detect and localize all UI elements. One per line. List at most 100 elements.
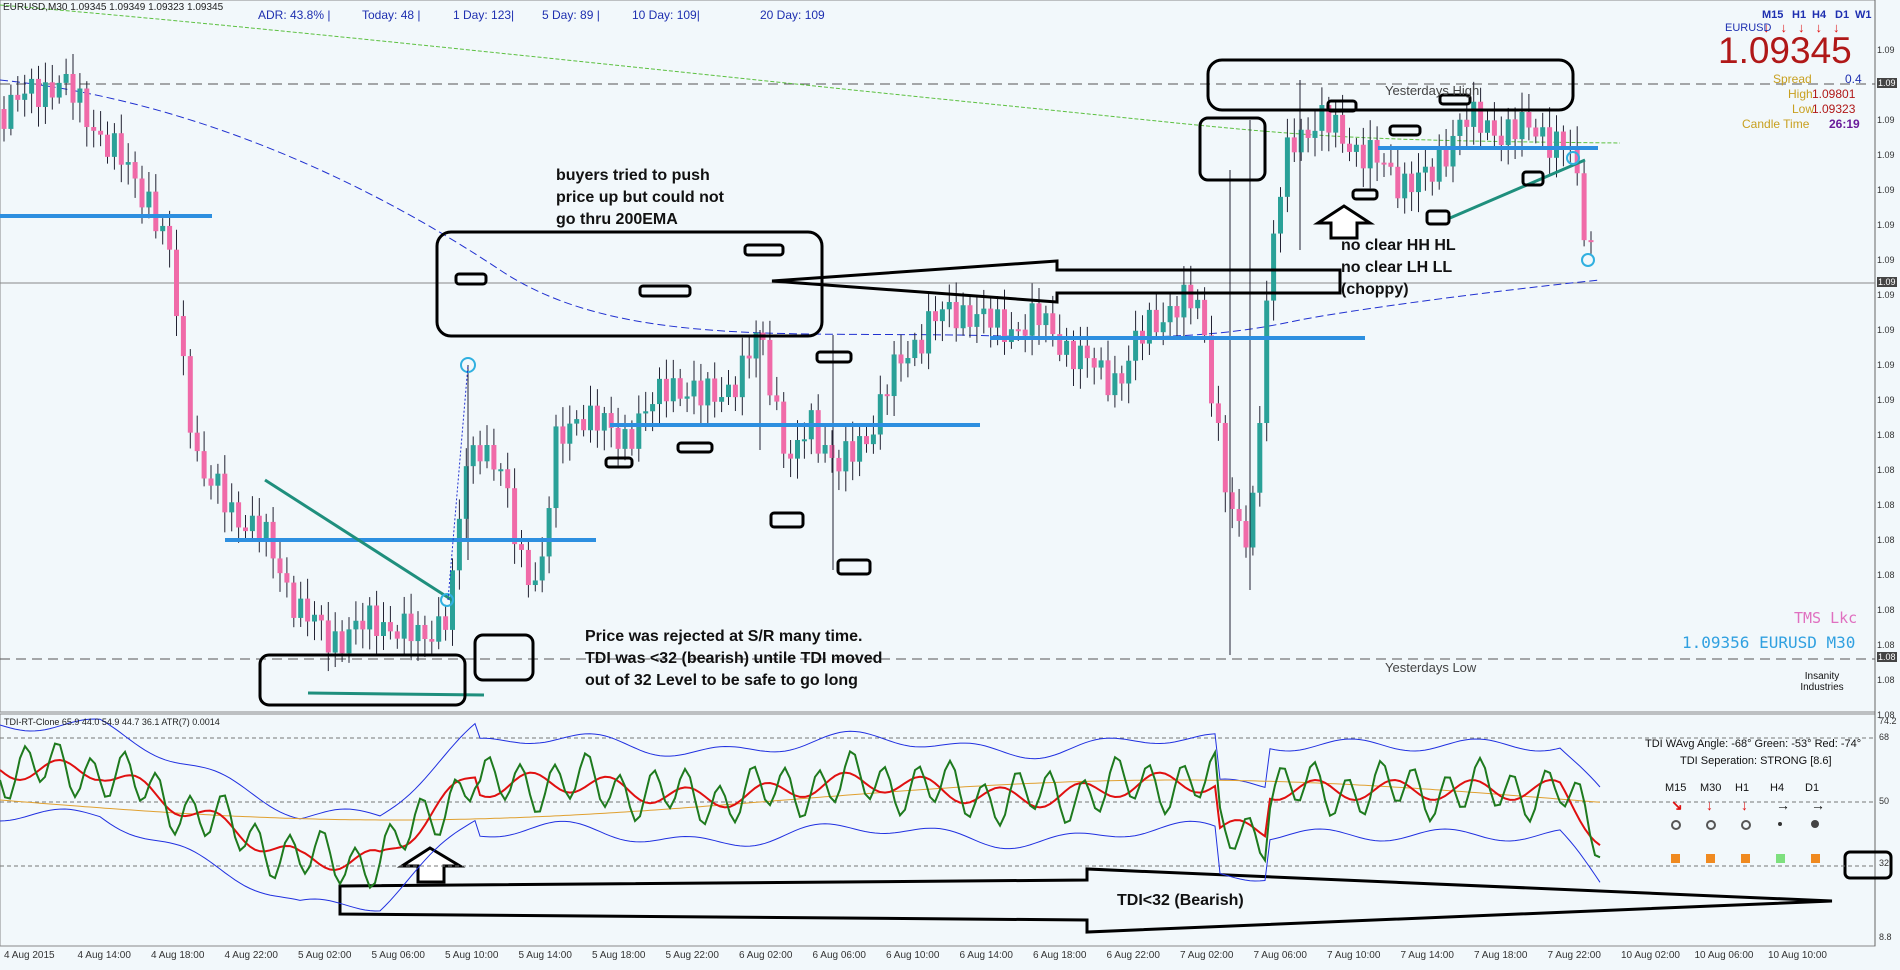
today-label: Today: 48 | [362, 8, 421, 22]
candle-body [933, 311, 938, 322]
tdi-tf-label: M30 [1700, 782, 1722, 794]
candle-body [1505, 119, 1511, 146]
price-scale-tick: 1.08 [1877, 430, 1895, 440]
time-axis-tick: 5 Aug 22:00 [665, 950, 719, 961]
tdi-area [0, 713, 1876, 947]
time-axis-tick: 4 Aug 22:00 [224, 950, 278, 961]
candle-body [505, 469, 511, 489]
candle-body [1278, 196, 1283, 234]
time-axis-tick: 7 Aug 18:00 [1474, 950, 1528, 961]
price-scale[interactable]: 1.09 1.09 1.09 1.09 1.09 1.09 1.09 1.09 1.09 1.09… [1877, 0, 1900, 720]
tdi-status-square-icon [1706, 854, 1715, 863]
signal-markers [440, 151, 1595, 607]
candle-body [1498, 135, 1504, 146]
candle-body [1243, 521, 1249, 548]
tdi-tf-label: H1 [1735, 782, 1750, 794]
candle-body [974, 314, 980, 327]
candle-body [739, 355, 745, 398]
annotation-tdi-bearish: TDI<32 (Bearish) [1117, 892, 1244, 909]
candle-body [56, 82, 62, 98]
candle-body [788, 453, 794, 459]
candle-body [795, 439, 800, 459]
price-scale-tick: 1.08 [1877, 640, 1895, 650]
candle-body [1436, 148, 1442, 182]
tdi-market-base [0, 779, 1601, 821]
tdi-status-square-icon [1776, 854, 1785, 863]
candle-body [870, 434, 876, 445]
tdi-tf-label: H4 [1770, 782, 1785, 794]
candle-body [1091, 358, 1097, 368]
candle-body [1153, 309, 1159, 333]
candle-body [1188, 284, 1194, 309]
candle-time-value: 26:19 [1829, 117, 1860, 131]
candle-body [1540, 127, 1546, 137]
time-axis-tick: 5 Aug 10:00 [445, 950, 499, 961]
candle-body [1174, 306, 1180, 318]
candle-body [829, 445, 835, 458]
candle-body [746, 355, 752, 359]
candle-body [1560, 131, 1566, 147]
candle-body [1388, 162, 1394, 167]
candle-body [215, 473, 221, 486]
candle-body [111, 133, 117, 157]
candle-body [657, 378, 662, 405]
time-axis-tick: 4 Aug 2015 [4, 950, 55, 961]
candle-body [1271, 233, 1277, 301]
annotation-rejected: Price was rejected at S/R many time. TDI… [585, 626, 882, 692]
candle-body [477, 445, 483, 462]
candle-body [1257, 423, 1263, 493]
candle-body [1443, 148, 1449, 167]
symbol-name: EURUSD [1725, 22, 1772, 34]
yesterdays-high-label: Yesterdays High [1385, 83, 1480, 98]
price-scale-tick: 1.09 [1877, 360, 1895, 370]
candle-body [84, 88, 90, 128]
candle-body [815, 410, 821, 454]
candle-body [1133, 330, 1139, 361]
candle-body [1533, 127, 1539, 137]
candle-body [1478, 101, 1484, 133]
tdi-direction-arrow-icon: ↓ [1741, 797, 1748, 813]
candle-body [394, 631, 400, 639]
candle-body [560, 426, 566, 444]
candle-body [77, 88, 83, 103]
candle-body [1450, 135, 1456, 167]
arrow-tdi-bearish [338, 867, 1833, 934]
tdi-scale-tick: 68 [1879, 732, 1890, 742]
time-axis-tick: 5 Aug 06:00 [371, 950, 425, 961]
candle-body [49, 82, 55, 98]
candle-body [1084, 345, 1090, 359]
candle-body [1112, 373, 1118, 396]
tdi-status-square-icon [1671, 854, 1680, 863]
candle-body [553, 426, 559, 509]
candle-body [194, 432, 200, 452]
tms-label: TMS Lkc [1794, 609, 1858, 627]
candle-body [387, 622, 393, 632]
candle-body [1195, 299, 1201, 309]
candle-body [946, 302, 952, 310]
candle-body [63, 73, 69, 83]
time-axis-tick: 4 Aug 18:00 [151, 950, 205, 961]
candle-body [1209, 335, 1214, 404]
candle-body [822, 445, 828, 454]
candle-body [1250, 492, 1256, 548]
candle-body [318, 614, 324, 621]
candle-body [801, 439, 807, 442]
time-axis-tick: 5 Aug 02:00 [298, 950, 352, 961]
candle-body [180, 316, 186, 357]
price-scale-tick: 1.09 [1877, 150, 1895, 160]
tdi-red-line [0, 758, 1601, 872]
tdi-scale-tick: 32 [1879, 858, 1890, 868]
candlesticks [1, 53, 1594, 672]
candle-body [1588, 240, 1594, 243]
spread-value: 0.4 [1845, 72, 1862, 86]
candle-body [1119, 373, 1125, 384]
candle-body [277, 558, 283, 574]
candle-body [857, 436, 863, 462]
time-axis-tick: 4 Aug 14:00 [77, 950, 131, 961]
annotation-choppy: no clear HH HL no clear LH LL (choppy) [1341, 235, 1456, 301]
annotation-choppy-line-3: (choppy) [1341, 281, 1409, 298]
candle-body [484, 445, 490, 462]
price-scale-tick: 1.09 [1877, 325, 1895, 335]
candle-body [408, 613, 414, 642]
